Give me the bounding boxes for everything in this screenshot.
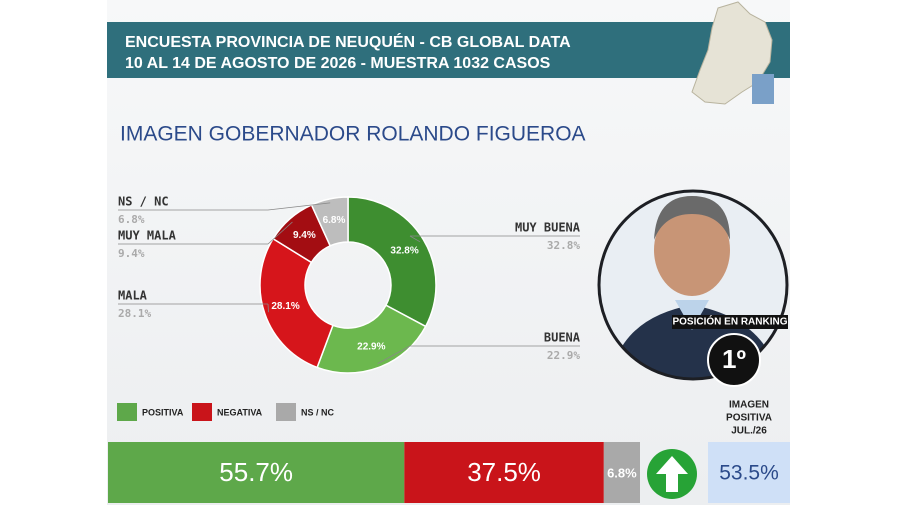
- previous-value: 53.5%: [719, 462, 779, 485]
- donut-slice: [316, 304, 427, 374]
- legend-swatch: [192, 403, 212, 421]
- previous-box: [708, 442, 790, 503]
- value-label: 9.4%: [118, 247, 145, 260]
- category-label: MALA: [118, 289, 148, 303]
- slice-label: 6.8%: [323, 215, 346, 226]
- bar-segment: [108, 442, 405, 503]
- value-label: 6.8%: [118, 213, 145, 226]
- ranking-badge: [707, 333, 761, 387]
- header-band: [107, 22, 790, 78]
- slice-label: 28.1%: [271, 301, 299, 312]
- ranking-position: 1º: [722, 344, 746, 374]
- leader-line: [267, 303, 269, 313]
- category-label: NS / NC: [118, 195, 169, 209]
- donut-slice: [310, 196, 349, 247]
- bar-segment: [603, 442, 640, 503]
- previous-label: IMAGEN: [729, 400, 769, 411]
- slice-label: 22.9%: [357, 341, 385, 352]
- photo-frame: [597, 189, 789, 381]
- map-inset: [752, 74, 774, 104]
- leader-line: [377, 345, 411, 364]
- leader-line: [267, 202, 331, 211]
- value-label: 22.9%: [547, 349, 580, 362]
- trend-arrow: [656, 456, 688, 492]
- bar-label: 55.7%: [219, 457, 293, 487]
- category-label: MUY BUENA: [515, 221, 581, 235]
- leader-line: [409, 235, 421, 243]
- donut-slice: [347, 196, 437, 328]
- value-label: 32.8%: [547, 239, 580, 252]
- slice-label: 32.8%: [390, 246, 418, 257]
- legend-label: NS / NC: [301, 407, 335, 417]
- legend-swatch: [117, 403, 137, 421]
- category-label: BUENA: [544, 331, 581, 345]
- ranking-label: POSICIÓN EN RANKING: [672, 315, 787, 328]
- category-label: MUY MALA: [118, 229, 177, 243]
- donut-slice: [259, 237, 334, 369]
- chart-title: IMAGEN GOBERNADOR ROLANDO FIGUEROA: [120, 123, 586, 146]
- header-line: ENCUESTA PROVINCIA DE NEUQUÉN - CB GLOBA…: [125, 32, 571, 51]
- bar-segment: [404, 442, 604, 503]
- previous-label: POSITIVA: [726, 413, 772, 424]
- previous-label: JUL./26: [731, 426, 767, 437]
- ranking-band: [672, 315, 788, 329]
- bar-label: 37.5%: [467, 457, 541, 487]
- legend-label: NEGATIVA: [217, 407, 263, 417]
- header-line: 10 AL 14 DE AGOSTO DE 2026 - MUESTRA 103…: [125, 55, 551, 72]
- leader-line: [267, 221, 293, 245]
- bar-label: 6.8%: [607, 465, 637, 480]
- value-label: 28.1%: [118, 307, 151, 320]
- legend-label: POSITIVA: [142, 407, 184, 417]
- legend-swatch: [276, 403, 296, 421]
- slice-label: 9.4%: [293, 230, 316, 241]
